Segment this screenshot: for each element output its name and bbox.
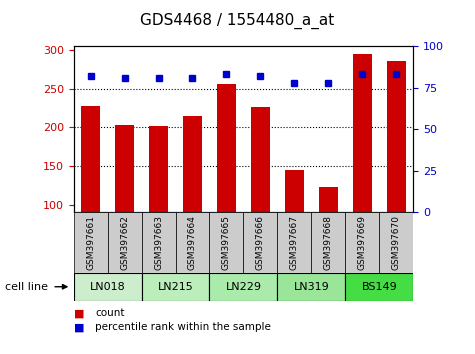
Text: LN018: LN018 (90, 282, 125, 292)
Text: LN215: LN215 (158, 282, 193, 292)
Bar (176, 212, 209, 273)
Bar (142, 212, 176, 273)
Text: GSM397666: GSM397666 (256, 215, 265, 270)
Text: count: count (95, 308, 124, 318)
Bar (285, 170, 304, 212)
Text: GSM397668: GSM397668 (324, 215, 333, 270)
Bar (353, 54, 371, 212)
Bar (74, 212, 107, 273)
Text: ■: ■ (74, 322, 84, 332)
Text: GDS4468 / 1554480_a_at: GDS4468 / 1554480_a_at (141, 12, 334, 29)
Bar (312, 212, 345, 273)
Bar (277, 273, 345, 301)
Bar (81, 105, 100, 212)
Bar (217, 84, 236, 212)
Text: percentile rank within the sample: percentile rank within the sample (95, 322, 271, 332)
Text: GSM397667: GSM397667 (290, 215, 299, 270)
Bar (345, 273, 413, 301)
Bar (345, 212, 379, 273)
Bar (251, 107, 270, 212)
Bar (209, 273, 277, 301)
Text: LN319: LN319 (294, 282, 329, 292)
Text: ■: ■ (74, 308, 84, 318)
Text: cell line: cell line (5, 282, 48, 292)
Text: GSM397661: GSM397661 (86, 215, 95, 270)
Text: GSM397669: GSM397669 (358, 215, 367, 270)
Bar (209, 212, 243, 273)
Text: GSM397670: GSM397670 (392, 215, 401, 270)
Bar (115, 125, 134, 212)
Bar (107, 212, 142, 273)
Text: GSM397663: GSM397663 (154, 215, 163, 270)
Text: GSM397662: GSM397662 (120, 215, 129, 270)
Text: GSM397664: GSM397664 (188, 215, 197, 270)
Bar (379, 212, 413, 273)
Bar (74, 273, 142, 301)
Text: GSM397665: GSM397665 (222, 215, 231, 270)
Bar (142, 273, 209, 301)
Bar (387, 61, 406, 212)
Bar (149, 126, 168, 212)
Text: LN229: LN229 (226, 282, 261, 292)
Bar (183, 116, 202, 212)
Bar (243, 212, 277, 273)
Text: BS149: BS149 (361, 282, 397, 292)
Bar (319, 187, 338, 212)
Bar (277, 212, 311, 273)
